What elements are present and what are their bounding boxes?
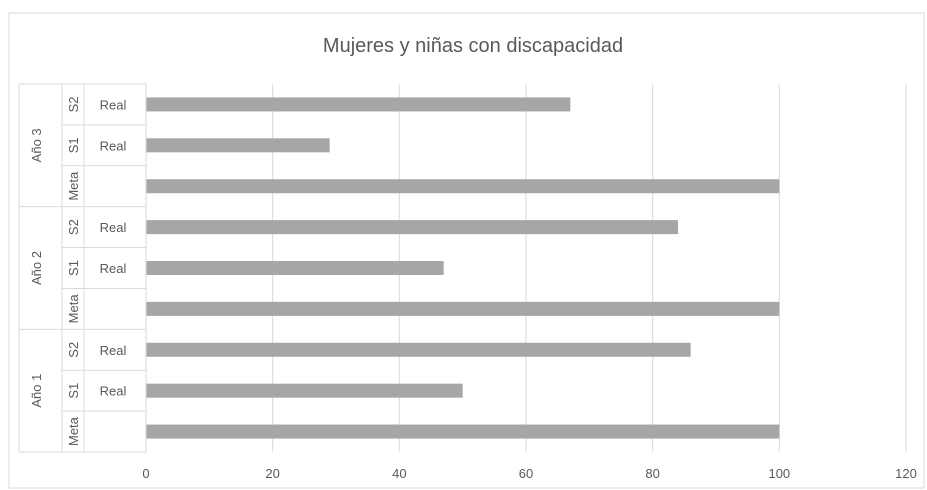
- bar: [146, 301, 780, 316]
- bar: [146, 342, 691, 357]
- chart-area: [8, 12, 925, 489]
- category-label-level2: S1: [66, 137, 81, 153]
- x-tick-label: 80: [645, 466, 659, 481]
- bar: [146, 220, 678, 235]
- bar: [146, 179, 780, 194]
- bars: [146, 97, 780, 439]
- category-label-level2: Meta: [66, 416, 81, 446]
- category-label-level1: Año 1: [29, 374, 44, 408]
- x-tick-label: 120: [895, 466, 917, 481]
- category-label-level3: Real: [100, 220, 127, 235]
- category-label-level3: Real: [100, 138, 127, 153]
- value-axis: 0 20 40 60 80 100 120: [142, 466, 916, 481]
- x-tick-label: 20: [265, 466, 279, 481]
- category-label-level3: Real: [100, 97, 127, 112]
- x-tick-label: 60: [519, 466, 533, 481]
- bar: [146, 97, 571, 112]
- category-label-level2: S2: [66, 342, 81, 358]
- x-tick-label: 100: [768, 466, 790, 481]
- category-label-level2: Meta: [66, 294, 81, 324]
- category-label-level1: Año 3: [29, 128, 44, 162]
- category-label-level2: S2: [66, 219, 81, 235]
- bar: [146, 138, 330, 153]
- bar: [146, 424, 780, 439]
- category-label-level3: Real: [100, 261, 127, 276]
- category-label-level3: Real: [100, 384, 127, 399]
- category-label-level1: Año 2: [29, 251, 44, 285]
- category-label-level2: S1: [66, 383, 81, 399]
- category-axis: S2 Real S1 Real Meta S2 Real S1 Real Meta S2 Real S1…: [18, 83, 147, 453]
- category-label-level2: Meta: [66, 171, 81, 201]
- category-label-level3: Real: [100, 343, 127, 358]
- x-tick-label: 0: [142, 466, 149, 481]
- chart-title: Mujeres y niñas con discapacidad: [323, 35, 623, 57]
- category-label-level2: S2: [66, 96, 81, 112]
- x-tick-label: 40: [392, 466, 406, 481]
- bar: [146, 261, 444, 275]
- category-label-level2: S1: [66, 260, 81, 276]
- bar: [146, 383, 463, 398]
